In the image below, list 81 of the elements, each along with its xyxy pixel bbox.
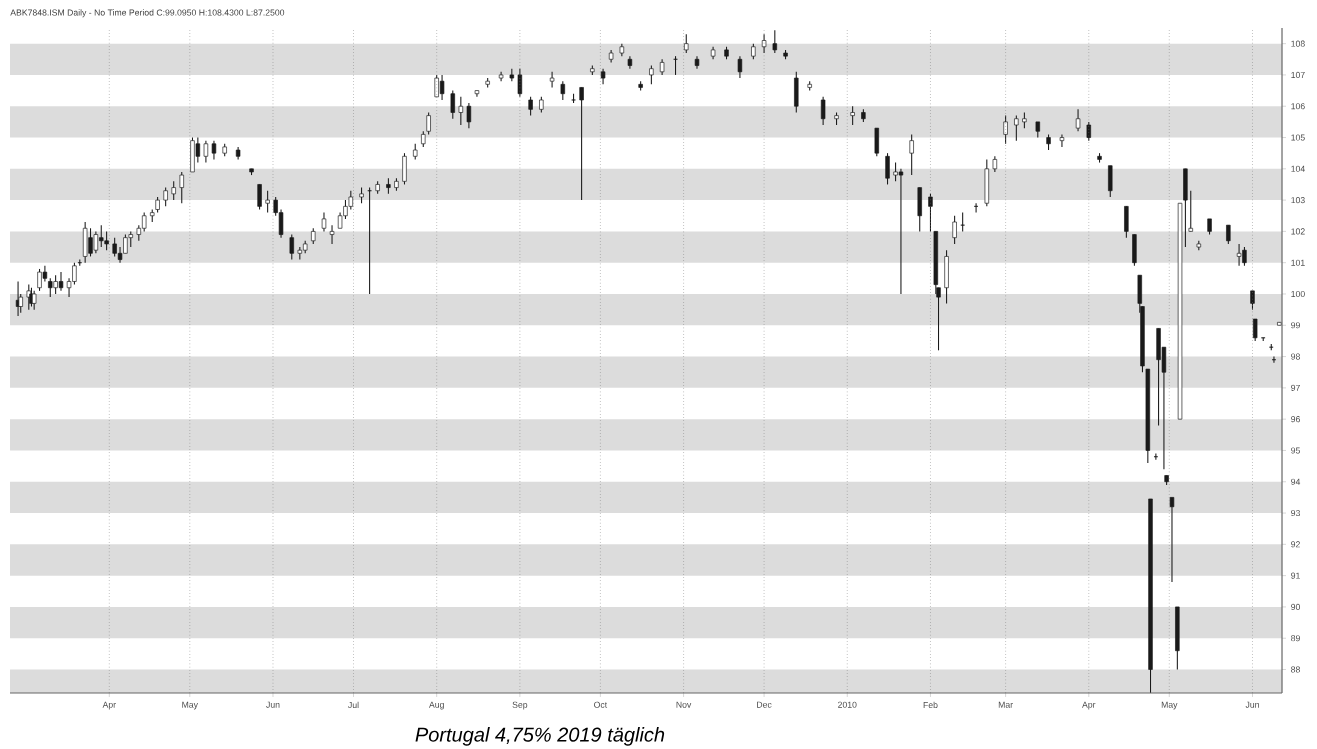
y-tick-label: 101 (1291, 259, 1305, 266)
candlestick (211, 140, 217, 160)
candlestick (952, 215, 957, 245)
candlestick (973, 202, 979, 214)
y-tick-label: 102 (1291, 228, 1305, 235)
candlestick (737, 55, 743, 79)
candlestick (627, 55, 633, 70)
candlestick (1075, 108, 1081, 132)
candlestick (909, 133, 914, 176)
candlestick (684, 33, 689, 54)
candlestick (560, 80, 566, 101)
candlestick (1261, 337, 1266, 342)
x-tick-label: Sep (512, 701, 528, 710)
candlestick (1188, 190, 1193, 232)
x-tick-label: Dec (757, 701, 772, 708)
y-tick-label: 96 (1291, 416, 1300, 423)
candlestick (936, 287, 941, 351)
y-tick-label: 98 (1291, 353, 1300, 360)
y-tick-label: 92 (1291, 541, 1300, 548)
candlestick (450, 90, 456, 120)
candlestick (203, 140, 209, 164)
x-tick-label: May (182, 701, 198, 710)
candlestick (179, 171, 184, 204)
candlestick (517, 68, 523, 98)
x-tick-label: Jun (266, 701, 280, 708)
x-tick-label: Aug (429, 701, 444, 710)
candlestick (1169, 496, 1175, 583)
y-tick-label: 105 (1291, 134, 1305, 141)
y-tick-label: 97 (1291, 384, 1300, 391)
y-tick-label: 89 (1291, 635, 1300, 642)
x-tick-label: Feb (923, 701, 938, 709)
y-tick-label: 103 (1291, 197, 1305, 204)
y-tick-label: 99 (1291, 322, 1300, 329)
x-tick-label: May (1161, 701, 1178, 710)
candlestick (885, 152, 890, 185)
y-tick-label: 106 (1291, 103, 1305, 110)
candlestick (694, 55, 700, 70)
candlestick (579, 86, 584, 201)
candlestick (265, 190, 270, 214)
candlestick (649, 65, 654, 85)
candlestick (928, 193, 933, 232)
text: Portugal 4,75% 2019 täglich (415, 727, 665, 746)
chart-title: ABK7848.ISM Daily - No Time Period C:99.0950 H:108.4300 L:87.2500 (10, 9, 285, 18)
x-tick-label: Oct (594, 701, 608, 708)
y-tick-label: 88 (1291, 666, 1300, 673)
candlestick (549, 71, 555, 88)
y-tick-label: 90 (1291, 603, 1300, 610)
y-tick-label: 100 (1291, 290, 1305, 298)
candlestick (1003, 115, 1008, 145)
candlestick (163, 187, 168, 207)
y-tick-label: 104 (1291, 165, 1305, 172)
y-tick-label: 107 (1291, 71, 1305, 78)
candlestick (772, 29, 778, 54)
candlestick (1252, 318, 1258, 342)
candlestick (289, 233, 294, 261)
y-tick-label: 94 (1291, 478, 1301, 485)
x-tick-label: Jul (348, 701, 359, 709)
x-tick-label: Mar (998, 701, 1013, 708)
x-tick-label: Apr (1082, 701, 1096, 710)
candlestick (329, 224, 335, 245)
candlestick (528, 96, 533, 117)
candlestick (850, 105, 855, 126)
candlestick (1059, 133, 1065, 148)
candlestick (171, 180, 176, 201)
candlestick (1226, 224, 1231, 245)
x-tick-label: 2010 (838, 701, 857, 708)
y-tick-label: 91 (1291, 572, 1300, 579)
x-tick-label: Jun (1245, 701, 1259, 708)
y-tick-label: 93 (1291, 509, 1300, 517)
y-tick-label: 108 (1291, 40, 1305, 47)
candlestick (466, 102, 472, 129)
candlestick (426, 111, 431, 135)
x-tick-label: Apr (102, 701, 116, 710)
candlestick (321, 212, 327, 232)
x-tick-label: Nov (676, 701, 692, 708)
candlestick (1014, 115, 1019, 142)
candlestick (458, 96, 464, 126)
y-tick-label: 95 (1291, 447, 1300, 454)
candlestick (257, 183, 262, 211)
candlestick (820, 96, 826, 126)
candlestick (960, 212, 965, 232)
